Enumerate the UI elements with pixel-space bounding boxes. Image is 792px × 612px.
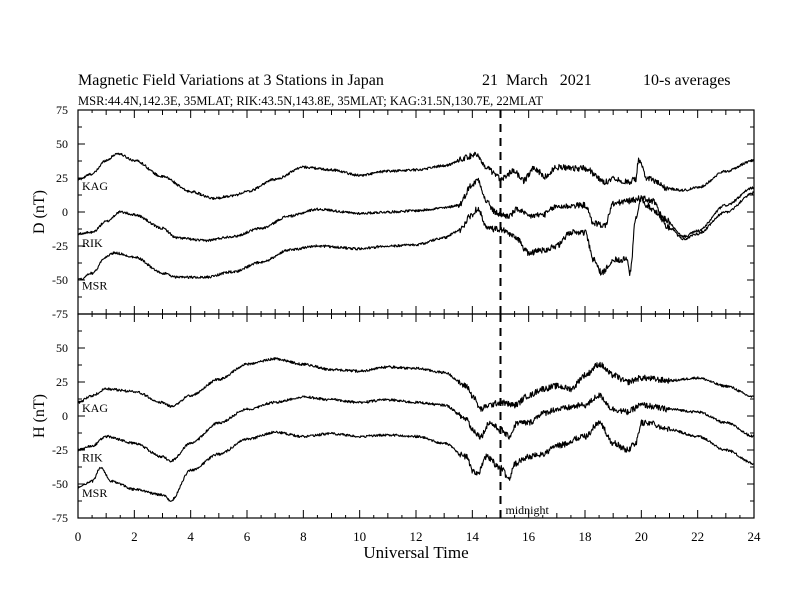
d-series-rik-label: RIK (82, 236, 103, 250)
xtick-label: 2 (131, 529, 138, 544)
d-series-kag-label: KAG (82, 179, 108, 193)
h-ytick-label: 0 (62, 409, 68, 423)
h-series-rik-line (77, 392, 755, 463)
xtick-label: 18 (579, 529, 592, 544)
h-axis-title: H (nT) (31, 394, 48, 438)
h-ytick-label: 50 (56, 341, 68, 355)
h-ytick-label: 25 (56, 375, 68, 389)
d-series-msr-label: MSR (82, 279, 107, 293)
d-ytick-label: -50 (52, 273, 68, 287)
xtick-label: 4 (187, 529, 194, 544)
d-ytick-label: 50 (56, 137, 68, 151)
stations-subtitle: MSR:44.4N,142.3E, 35MLAT; RIK:43.5N,143.… (78, 94, 543, 108)
xtick-label: 10 (353, 529, 366, 544)
xtick-label: 0 (75, 529, 82, 544)
xtick-label: 16 (522, 529, 536, 544)
h-ytick-label: -75 (52, 511, 68, 525)
h-series-msr-label: MSR (82, 486, 107, 500)
h-series-msr-line (77, 419, 755, 502)
d-ytick-label: 0 (62, 205, 68, 219)
xtick-label: 6 (244, 529, 251, 544)
d-series-kag-line (77, 151, 755, 201)
xtick-label: 22 (691, 529, 704, 544)
xtick-label: 24 (748, 529, 762, 544)
xtick-label: 14 (466, 529, 480, 544)
d-ytick-label: -25 (52, 239, 68, 253)
x-axis-title: Universal Time (363, 543, 468, 562)
d-ytick-label: 25 (56, 171, 68, 185)
h-series-rik-label: RIK (82, 450, 103, 464)
midnight-label: midnight (506, 503, 550, 517)
d-ytick-label: 75 (56, 103, 68, 117)
xtick-label: 12 (410, 529, 423, 544)
chart-date: 21 March 2021 (482, 72, 592, 89)
d-axis-title: D (nT) (31, 190, 48, 234)
chart-title: Magnetic Field Variations at 3 Stations … (78, 72, 384, 89)
h-ytick-label: -25 (52, 443, 68, 457)
d-series-rik-line (77, 177, 755, 243)
chart-averaging: 10-s averages (643, 72, 731, 89)
xtick-label: 20 (635, 529, 648, 544)
xtick-label: 8 (300, 529, 307, 544)
d-series-msr-line (77, 191, 755, 281)
d-panel-frame (77, 109, 755, 315)
d-ytick-label: -75 (52, 307, 68, 321)
h-series-kag-label: KAG (82, 401, 108, 415)
chart-title-line: Magnetic Field Variations at 3 Stations … (78, 72, 768, 92)
h-series-kag-line (77, 357, 755, 412)
h-ytick-label: -50 (52, 477, 68, 491)
